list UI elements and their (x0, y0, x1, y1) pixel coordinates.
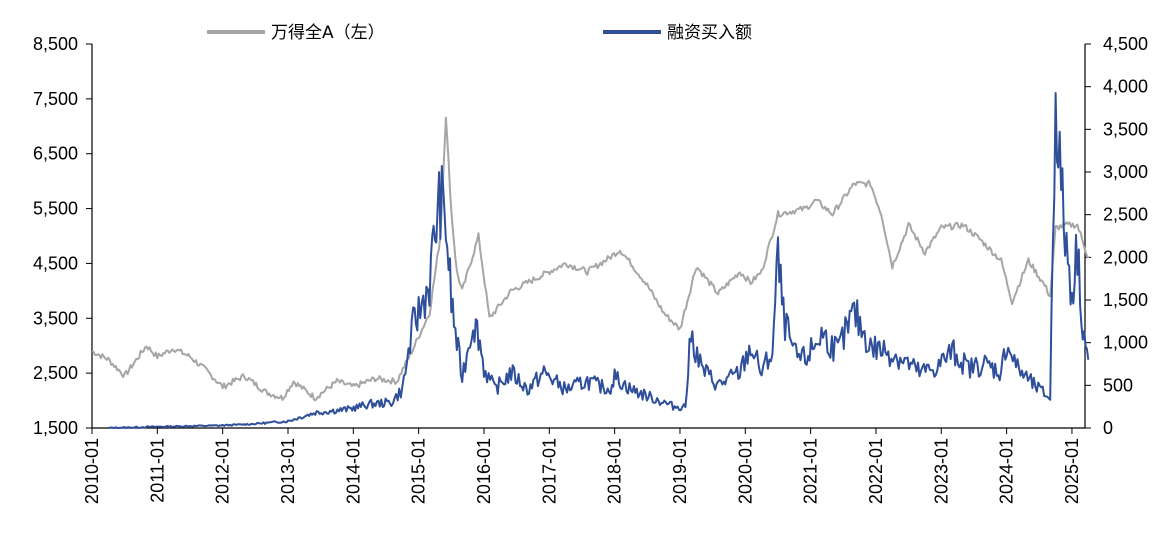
right-tick-label: 3,000 (1103, 162, 1148, 182)
right-tick-label: 4,000 (1103, 77, 1148, 97)
legend-label-margin-buy: 融资买入额 (667, 23, 752, 43)
right-axis-ticks: 4,500 4,000 3,500 3,000 2,500 2,000 1,500 1,000… (1085, 34, 1148, 438)
x-tick-label: 2012-01 (213, 438, 233, 504)
x-tick-label: 2024-01 (997, 438, 1017, 504)
x-tick-label: 2010-01 (82, 438, 102, 504)
left-tick-label: 6,500 (33, 144, 78, 164)
left-tick-label: 7,500 (33, 89, 78, 109)
x-tick-label: 2017-01 (539, 438, 559, 504)
x-tick-label: 2018-01 (605, 438, 625, 504)
x-tick-label: 2025-01 (1062, 438, 1082, 504)
right-tick-label: 0 (1103, 418, 1113, 438)
left-tick-label: 5,500 (33, 199, 78, 219)
series-line-margin-buy (108, 92, 1090, 429)
right-tick-label: 1,000 (1103, 333, 1148, 353)
x-tick-label: 2011-01 (147, 438, 167, 503)
series-line-wind-all-a (91, 116, 1090, 402)
left-tick-label: 3,500 (33, 308, 78, 328)
x-tick-label: 2021-01 (801, 438, 821, 504)
x-tick-label: 2023-01 (931, 438, 951, 504)
right-tick-label: 2,000 (1103, 247, 1148, 267)
left-tick-label: 1,500 (33, 418, 78, 438)
right-tick-label: 1,500 (1103, 290, 1148, 310)
left-tick-label: 4,500 (33, 253, 78, 273)
x-tick-label: 2013-01 (278, 438, 298, 504)
x-tick-label: 2020-01 (735, 438, 755, 504)
legend: 万得全A（左） 融资买入额 (207, 23, 752, 43)
left-axis-ticks: 8,500 7,500 6,500 5,500 4,500 3,500 2,500 1,500 (33, 34, 92, 438)
series-group (91, 92, 1090, 429)
legend-label-wind-all-a: 万得全A（左） (271, 23, 385, 43)
right-tick-label: 3,500 (1103, 119, 1148, 139)
x-tick-label: 2022-01 (866, 438, 886, 504)
axes (91, 44, 1086, 429)
x-tick-label: 2016-01 (474, 438, 494, 504)
x-tick-label: 2014-01 (343, 438, 363, 504)
left-tick-label: 2,500 (33, 363, 78, 383)
x-tick-label: 2015-01 (409, 438, 429, 504)
right-tick-label: 500 (1103, 375, 1133, 395)
x-tick-label: 2019-01 (670, 438, 690, 504)
left-tick-label: 8,500 (33, 34, 78, 54)
right-tick-label: 2,500 (1103, 205, 1148, 225)
right-tick-label: 4,500 (1103, 34, 1148, 54)
x-axis-ticks: 2010-01 2011-01 2012-01 2013-01 2014-01 2015-… (82, 428, 1082, 504)
